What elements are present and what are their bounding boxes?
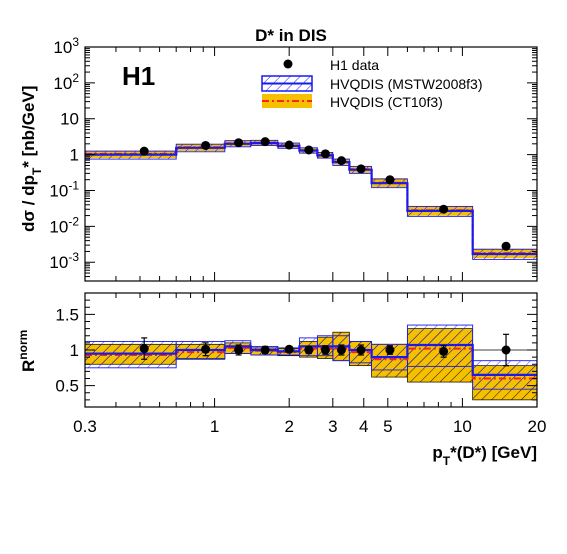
y-tick-label: 103 <box>53 35 79 57</box>
x-tick-label: 4 <box>359 417 368 436</box>
data-point <box>139 344 149 354</box>
y-axis-label-bottom: Rnorm <box>16 330 38 372</box>
plot-area <box>85 137 537 260</box>
y-tick-label: 1 <box>70 341 79 360</box>
x-tick-label: 2 <box>284 417 293 436</box>
y-tick-label: 102 <box>53 71 79 93</box>
x-tick-label: 1 <box>210 417 219 436</box>
data-point <box>336 345 346 355</box>
data-point <box>356 164 366 174</box>
y-tick-label: 1.5 <box>55 305 79 324</box>
plot-area <box>85 324 537 401</box>
mstw-central-line <box>85 142 537 256</box>
data-point <box>439 204 449 214</box>
panel-frame <box>84 46 538 282</box>
data-point <box>234 345 244 355</box>
data-point <box>356 345 366 355</box>
y-tick-label: 10-1 <box>49 178 79 200</box>
x-axis-label: pT*(D*) [GeV] <box>432 443 537 468</box>
legend-label-data: H1 data <box>330 57 379 73</box>
x-tick-label: 0.3 <box>73 417 97 436</box>
experiment-label: H1 <box>122 61 155 91</box>
data-point <box>385 175 395 185</box>
legend-label-ct10: HVQDIS (CT10f3) <box>330 94 443 110</box>
data-point <box>201 140 211 150</box>
y-axis-label-top: dσ / dpT* [nb/GeV] <box>19 86 44 232</box>
data-point <box>139 146 149 156</box>
chart-title: D* in DIS <box>255 26 327 45</box>
legend-marker-data <box>283 59 293 69</box>
top-panel: 10-3 10-2 10-1 1 10 102 103 <box>49 35 538 282</box>
x-tick-label: 20 <box>528 417 547 436</box>
data-point <box>385 345 395 355</box>
data-point <box>284 344 294 354</box>
data-point <box>439 346 449 356</box>
data-point <box>260 137 270 147</box>
data-point <box>320 345 330 355</box>
x-tick-label: 3 <box>328 417 337 436</box>
data-point <box>260 345 270 355</box>
y-tick-label: 10-2 <box>49 214 79 236</box>
data-point <box>284 140 294 150</box>
x-tick-label: 10 <box>453 417 472 436</box>
data-point <box>201 344 211 354</box>
y-tick-label: 0.5 <box>55 377 79 396</box>
y-tick-label: 1 <box>70 146 79 165</box>
x-tick-label: 5 <box>383 417 392 436</box>
data-point <box>501 241 511 251</box>
data-point <box>234 138 244 148</box>
y-tick-label: 10 <box>60 110 79 129</box>
data-point <box>304 145 314 155</box>
data-point <box>320 149 330 159</box>
data-point <box>304 345 314 355</box>
y-tick-label: 10-3 <box>49 250 79 272</box>
ratio-panel: 0.5 1 1.5 0.3 1 2 3 4 5 10 20 <box>55 292 547 436</box>
legend-label-mstw: HVQDIS (MSTW2008f3) <box>330 76 482 92</box>
data-point <box>501 345 511 355</box>
legend: H1 data HVQDIS (MSTW2008f3) HVQDIS (CT10… <box>261 57 482 110</box>
data-point <box>336 156 346 166</box>
